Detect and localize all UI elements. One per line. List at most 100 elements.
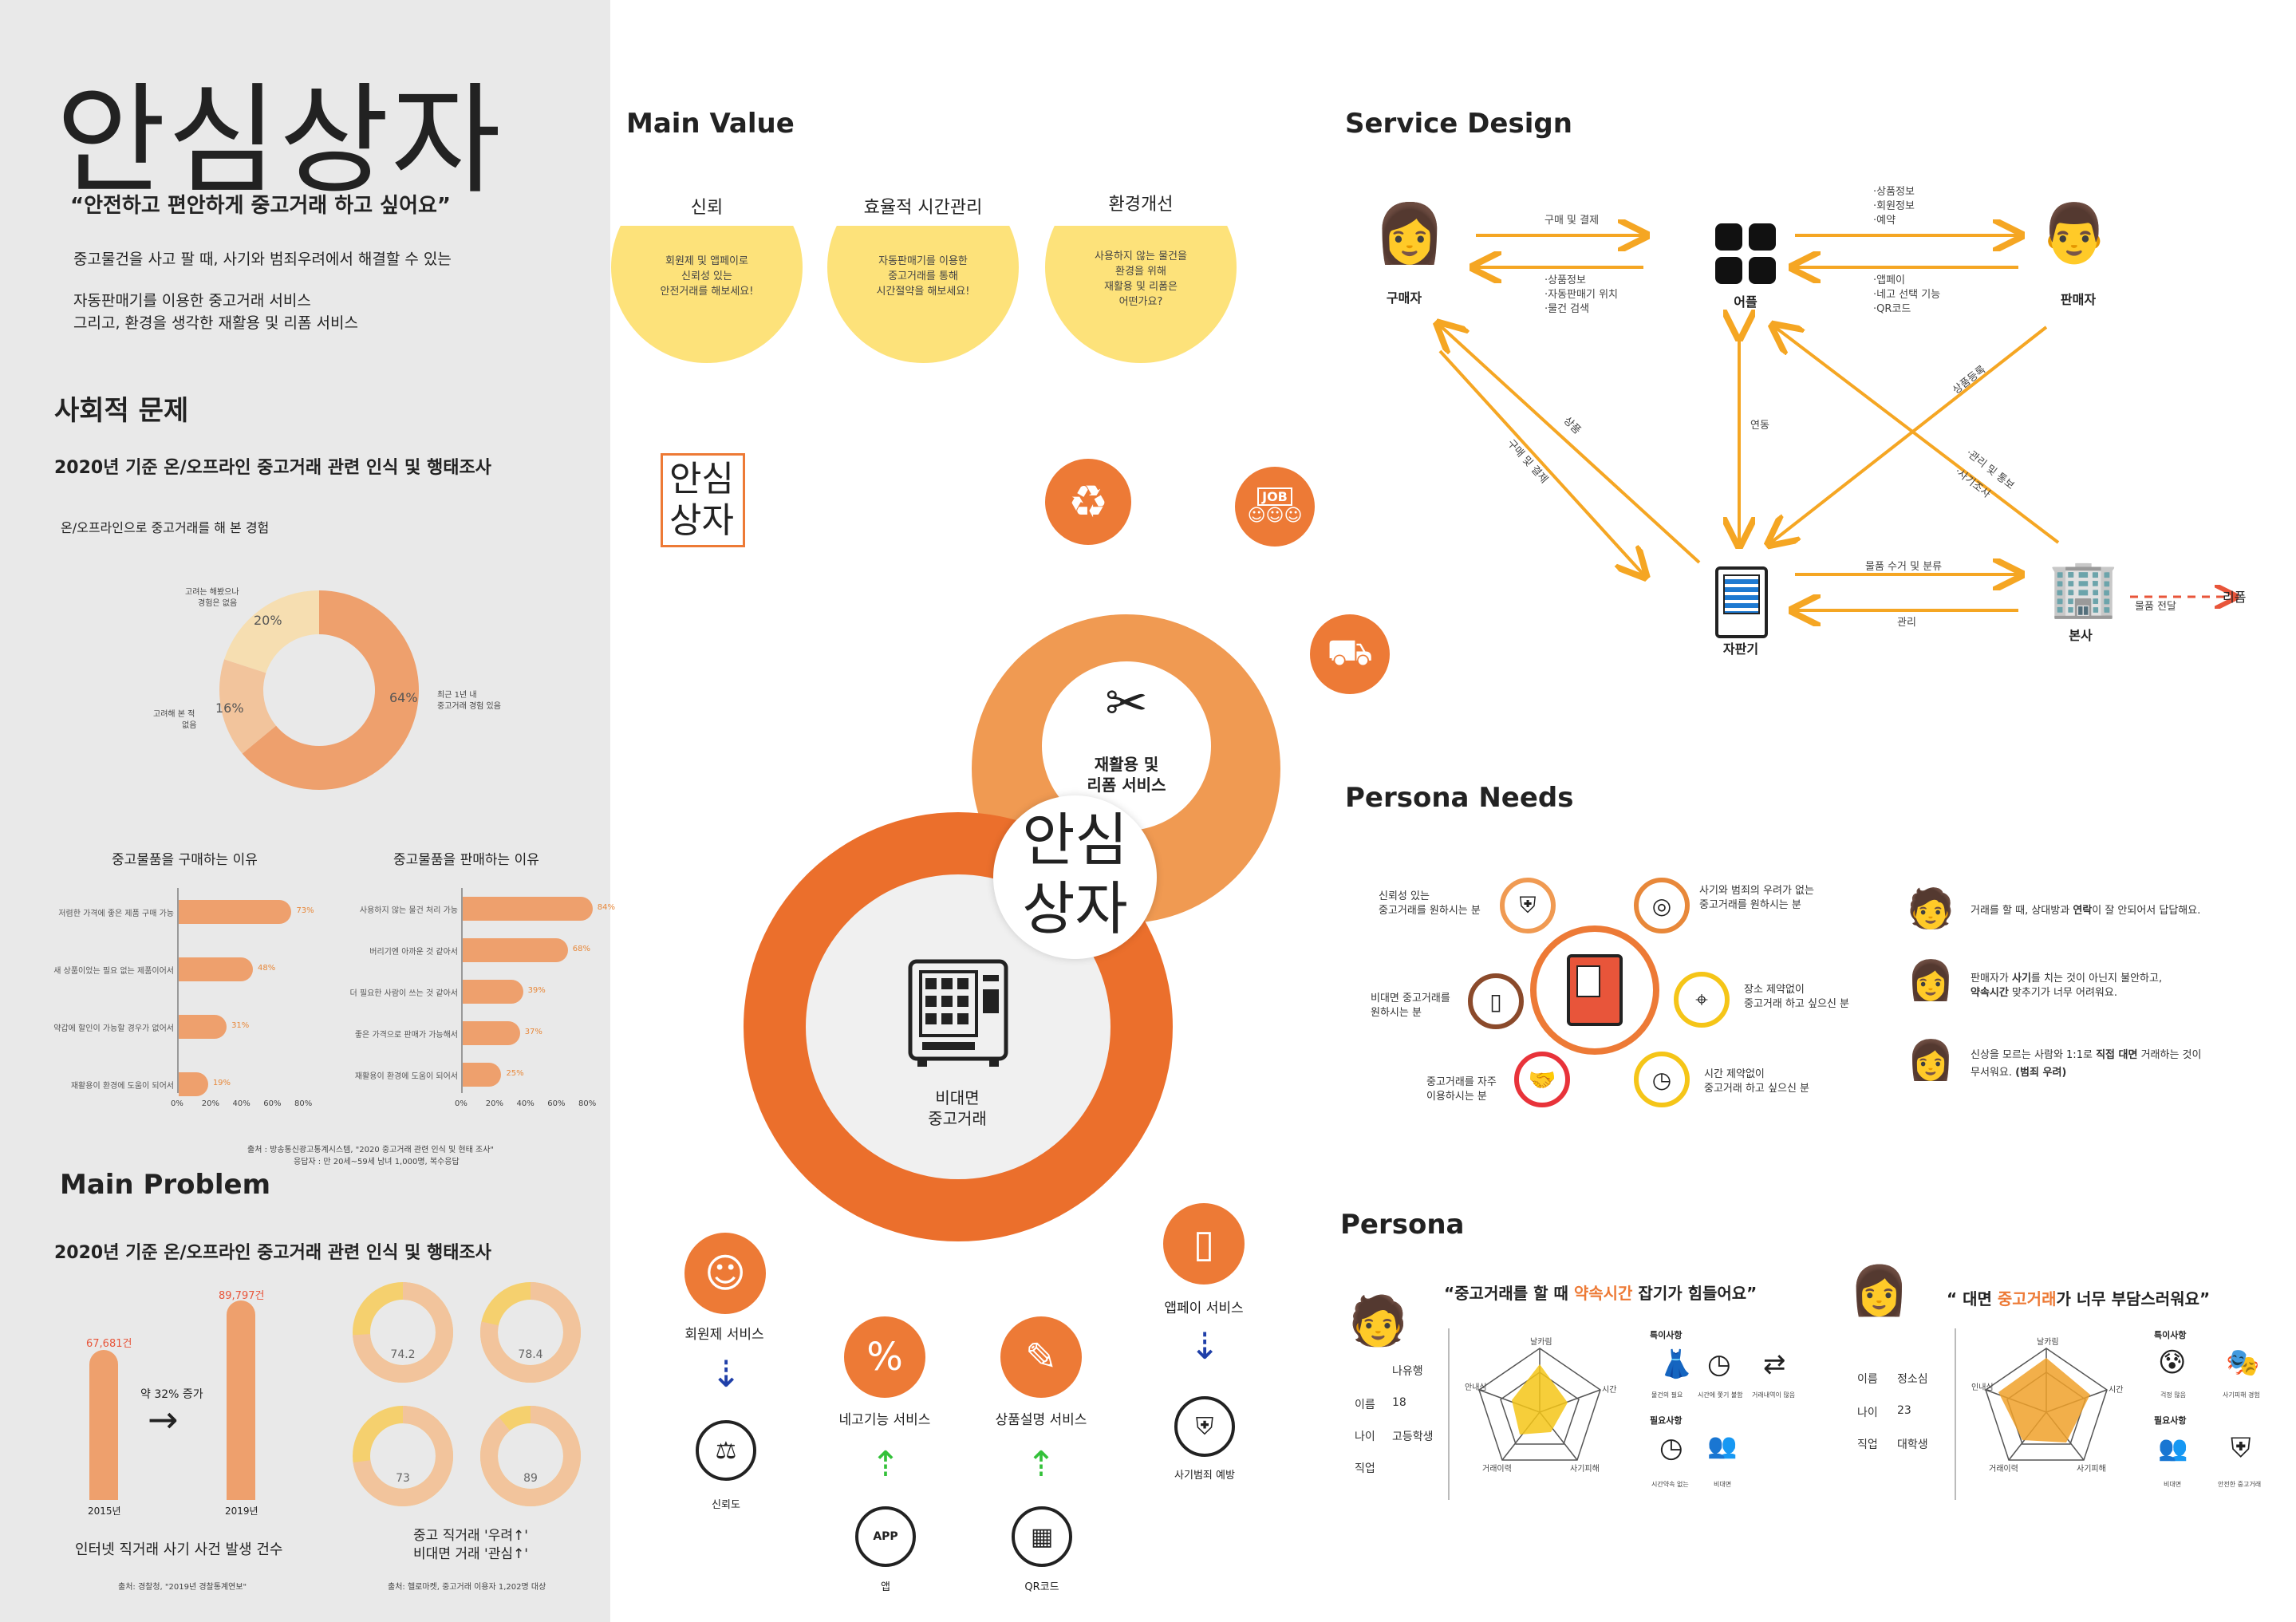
handshake-icon: 🤝 (1514, 1052, 1570, 1107)
flow-label: ·네고 선택 기능 (1873, 289, 1941, 301)
member-service-icon: ☺ (684, 1233, 766, 1314)
radar-axis-label: 날카림 (1530, 1338, 1552, 1347)
persona2-char-title: 특이사항 (2154, 1330, 2187, 1340)
donut-legend-label: 중고거래 경험 있음 (437, 702, 501, 711)
donut-segment (224, 590, 319, 673)
persona2-char: 사기피해 경험 (2223, 1391, 2260, 1399)
bar-value-label: 19% (212, 1079, 231, 1087)
quote-bold: 연락 (2073, 905, 2093, 917)
axis-tick-label: 60% (263, 1099, 282, 1108)
fraud-bar-2015 (89, 1349, 118, 1500)
qr-code-icon: ▦ (1012, 1506, 1072, 1567)
radar-axis-label: 사기피해 (2077, 1465, 2106, 1474)
value-desc-line: 자동판매기를 이용한 (878, 255, 968, 267)
social-problem-title: 사회적 문제 (54, 395, 189, 427)
noncontact-label-line: 비대면 (935, 1088, 980, 1107)
need-text: 신뢰성 있는 중고거래를 원하시는 분 (1379, 890, 1481, 918)
quote-bold: 약속시간 (1971, 987, 2009, 999)
fraud-caption: 인터넷 직거래 사기 사건 발생 건수 (75, 1541, 283, 1558)
persona2-char: 걱정 많음 (2160, 1391, 2186, 1399)
radar-axis-label: 인내심 (1971, 1383, 1994, 1392)
logo-line: 상자 (669, 500, 734, 541)
value-desc: 자동판매기를 이용한 중고거래를 통해 시간절약을 해보세요! (827, 254, 1019, 299)
bar-category-label: 버리기엔 아까운 것 같아서 (369, 948, 458, 957)
bar-value-label: 73% (296, 906, 314, 915)
concern-value: 74.2 (390, 1348, 416, 1361)
main-value-title: Main Value (626, 108, 795, 140)
fraud-source: 출처: 경찰청, "2019년 경찰통계연보" (118, 1583, 247, 1592)
bar (179, 900, 292, 924)
center-logo-text: 안심 상자 (993, 806, 1157, 943)
center-logo-circle (993, 795, 1157, 959)
service-design-title: Service Design (1345, 108, 1572, 140)
need-text-line: 시간 제약없이 (1704, 1068, 1765, 1080)
vending-label: 자판기 (1722, 641, 1759, 657)
navy-down-arrow: ⇣ (710, 1352, 742, 1395)
axis-tick-label: 80% (578, 1099, 597, 1108)
seller-label: 판매자 (2060, 292, 2097, 307)
need-text: 사기와 범죄의 우려가 없는 중고거래를 원하시는 분 (1699, 884, 1814, 913)
persona-avatar: 👩 (1907, 958, 1955, 1003)
sidebar: 안심상자 “안전하고 편안하게 중고거래 하고 싶어요” 중고물건을 사고 팔 … (0, 0, 615, 1622)
app-grid-icon (1715, 223, 1776, 284)
experience-donut-chart (219, 590, 419, 791)
bar-category-label: 더 필요한 사람이 쓰는 것 같아서 (349, 989, 459, 998)
needs-center-ring (1530, 925, 1659, 1055)
bar-category-label: 저렴한 가격에 좋은 제품 구매 가능 (58, 910, 174, 918)
delivery-truck-icon: ⛟ (1310, 614, 1390, 694)
people-icon: ☺☺☺ (1247, 506, 1303, 526)
bar (463, 1021, 520, 1045)
poster-title: 안심상자 (56, 72, 503, 211)
flow-label: 연동 (1750, 420, 1769, 432)
persona2-age: 23 (1897, 1404, 1911, 1417)
fraud-bar-2019 (227, 1300, 255, 1500)
flow-label: ·예약 (1873, 215, 1896, 227)
location-icon: ⌖ (1674, 972, 1730, 1028)
need-text-line: 장소 제약없이 (1744, 984, 1805, 996)
radar-axis-label: 시간 (1602, 1386, 1617, 1395)
axis-tick-label: 20% (201, 1099, 219, 1108)
persona1-need-title: 필요사항 (1650, 1415, 1683, 1426)
quote-text: “ 대면 (1947, 1289, 1998, 1308)
year-label-2019: 2019년 (225, 1506, 258, 1517)
source-note: 출처 : 방송통신광고통계시스템, "2020 중고거래 관련 인식 및 현태 … (247, 1146, 495, 1154)
buy-reasons-title: 중고물품을 구매하는 이유 (112, 852, 258, 868)
concern-value: 73 (396, 1472, 410, 1485)
persona2-job-label: 직업 (1857, 1438, 1878, 1451)
app-icon: APP (855, 1506, 916, 1567)
service-flow-diagram (1324, 160, 2282, 686)
need-text-line: 사기와 범죄의 우려가 없는 (1699, 885, 1814, 897)
mask-icon: 🎭 (2226, 1347, 2260, 1379)
bar-value-label: 25% (506, 1069, 524, 1078)
quote-highlight: 중고거래 (1997, 1289, 2057, 1308)
need-text-line: 중고거래를 원하시는 분 (1379, 905, 1481, 917)
persona2-need: 비대면 (2164, 1481, 2182, 1488)
persona1-job: 고등학생 (1392, 1431, 1434, 1443)
concern-donut (353, 1282, 453, 1383)
need-text-line: 비대면 중고거래를 (1371, 993, 1450, 1004)
persona-title: Persona (1340, 1209, 1465, 1241)
donut-value-label: 64% (389, 690, 418, 705)
value-desc: 회원제 및 앱페이로 신뢰성 있는 안전거래를 해보세요! (611, 254, 803, 299)
value-desc-line: 환경을 위해 (1115, 266, 1166, 278)
persona1-char-title: 특이사항 (1650, 1330, 1683, 1340)
service-label: 네고기능 서비스 (838, 1412, 931, 1428)
bar-category-label: 재활용이 환경에 도움이 되어서 (354, 1072, 458, 1081)
need-quote: 신상을 모르는 사람와 1:1로 직접 대면 거래하는 것이 무서워요. (범죄… (1971, 1047, 2201, 1082)
fraud-value-2015: 67,681건 (86, 1338, 132, 1350)
quote-text: 판매자가 (1971, 973, 2012, 985)
axis-tick-label: 40% (232, 1099, 251, 1108)
donut-value-label: 16% (215, 700, 244, 716)
donut-legend-label: 고려해 본 적 (153, 710, 195, 719)
donut-segment (242, 590, 419, 791)
need-text-line: 중고거래를 자주 (1426, 1076, 1497, 1088)
value-desc-line: 재활용 및 리폼은 (1104, 281, 1178, 293)
service-label: 회원제 서비스 (684, 1327, 764, 1343)
year-label-2015: 2015년 (88, 1506, 121, 1517)
value-title-time: 효율적 시간관리 (863, 198, 983, 218)
trust-icon: ⚖ (696, 1420, 756, 1481)
increase-label: 약 32% 증가 (140, 1388, 203, 1401)
quote-text: 를 치는 것이 아닌지 불안하고, (2030, 973, 2163, 985)
persona1-need: 비대면 (1714, 1481, 1732, 1488)
